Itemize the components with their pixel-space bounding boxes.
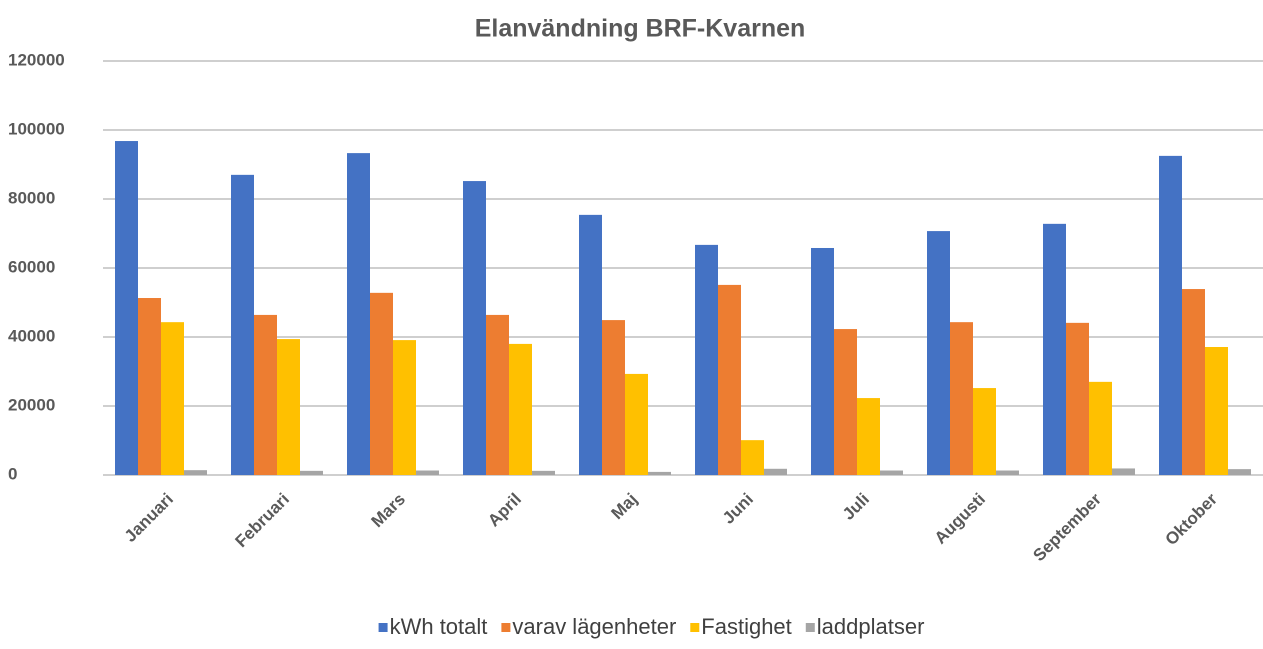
- bar: [741, 440, 764, 475]
- bar: [300, 471, 323, 475]
- bar: [463, 181, 486, 475]
- bar: [927, 231, 950, 475]
- bar: [602, 320, 625, 475]
- y-tick-label: 20000: [8, 395, 55, 414]
- x-tick-label: April: [484, 490, 525, 531]
- bar: [115, 141, 138, 475]
- x-tick-label: Augusti: [931, 490, 989, 548]
- legend-label: Fastighet: [701, 614, 792, 639]
- bar: [1182, 289, 1205, 475]
- bar: [973, 388, 996, 475]
- bar: [138, 298, 161, 475]
- bar: [370, 293, 393, 475]
- bar: [834, 329, 857, 475]
- x-tick-label: Februari: [231, 490, 293, 552]
- bar: [393, 340, 416, 475]
- y-tick-label: 80000: [8, 188, 55, 207]
- bar: [857, 398, 880, 475]
- bar: [764, 469, 787, 475]
- bar: [950, 322, 973, 475]
- legend-label: varav lägenheter: [512, 614, 676, 639]
- legend-label: kWh totalt: [390, 614, 488, 639]
- bar: [579, 215, 602, 475]
- y-tick-label: 0: [8, 464, 17, 483]
- legend: kWh totalt varav lägenheter Fastighet laddp…: [379, 614, 925, 639]
- x-tick-label: Oktober: [1161, 489, 1221, 549]
- bar: [509, 344, 532, 475]
- bar: [718, 285, 741, 475]
- bar: [347, 153, 370, 475]
- bar: [231, 175, 254, 475]
- bar: [254, 315, 277, 475]
- bar: [1112, 468, 1135, 475]
- y-tick-label: 40000: [8, 326, 55, 345]
- legend-swatch: [379, 623, 388, 632]
- bar: [1159, 156, 1182, 475]
- bar: [695, 245, 718, 475]
- x-tick-label: September: [1029, 489, 1105, 565]
- chart: Elanvändning BRF-Kvarnen 0 20000 40000 6000…: [0, 0, 1263, 644]
- x-tick-label: Maj: [608, 490, 641, 523]
- bar: [277, 339, 300, 475]
- bar: [996, 471, 1019, 475]
- legend-swatch: [501, 623, 510, 632]
- legend-swatch: [806, 623, 815, 632]
- x-tick-label: Juni: [719, 490, 757, 528]
- bar: [416, 471, 439, 475]
- x-tick-label: Mars: [368, 490, 409, 531]
- bar: [532, 471, 555, 475]
- y-tick-label: 100000: [8, 119, 65, 138]
- chart-title: Elanvändning BRF-Kvarnen: [475, 15, 806, 43]
- bar: [625, 374, 648, 475]
- bar: [1066, 323, 1089, 475]
- bar: [1228, 469, 1251, 475]
- y-tick-label: 60000: [8, 257, 55, 276]
- legend-label: laddplatser: [817, 614, 925, 639]
- bar: [486, 315, 509, 475]
- bar: [184, 470, 207, 475]
- y-tick-label: 120000: [8, 50, 65, 69]
- bar: [880, 471, 903, 475]
- x-tick-label: Januari: [121, 490, 177, 546]
- bar: [161, 322, 184, 475]
- x-tick-label: Juli: [839, 490, 873, 524]
- bar: [648, 472, 671, 475]
- bar: [811, 248, 834, 475]
- bar: [1043, 224, 1066, 475]
- legend-swatch: [690, 623, 699, 632]
- bar: [1205, 347, 1228, 475]
- bar: [1089, 382, 1112, 475]
